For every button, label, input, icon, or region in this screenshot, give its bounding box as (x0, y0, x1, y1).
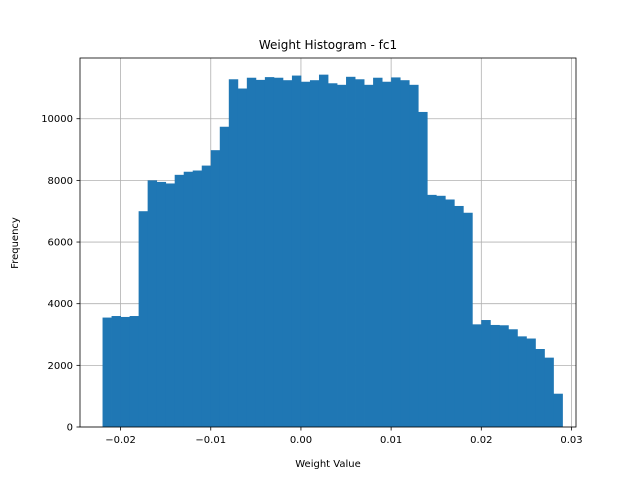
histogram-bar (174, 174, 185, 427)
histogram-bar (273, 77, 284, 428)
histogram-bar (355, 79, 365, 427)
histogram-bar (445, 199, 455, 427)
histogram-bar (264, 77, 275, 427)
x-tick-label: −0.02 (105, 435, 136, 446)
histogram-bar (472, 324, 482, 427)
histogram-bar (246, 77, 257, 428)
histogram-bar (156, 181, 167, 427)
histogram-bar (544, 357, 554, 427)
histogram-bar (219, 126, 230, 428)
histogram-bar (427, 194, 437, 427)
histogram-bar (282, 80, 293, 427)
y-tick-label: 4000 (48, 299, 73, 310)
x-tick-label: 0.02 (470, 435, 492, 446)
histogram-bar (255, 79, 266, 428)
histogram-bar (147, 180, 158, 427)
histogram-bar (517, 336, 527, 427)
histogram-bar (210, 150, 221, 428)
histogram-bar (400, 80, 410, 427)
histogram-bar (138, 211, 149, 427)
histogram-bar (373, 77, 383, 428)
histogram-bar (490, 324, 500, 427)
y-tick-label: 8000 (48, 176, 73, 187)
histogram-bar (499, 325, 509, 427)
histogram-bar (481, 320, 491, 427)
histogram-bar (346, 76, 356, 428)
histogram-bar (418, 111, 428, 428)
histogram-bar (291, 75, 302, 428)
histogram-bar (463, 212, 473, 427)
y-axis-ticks: 0 2000 4000 6000 8000 10000 (41, 114, 80, 434)
chart-title: Weight Histogram - fc1 (259, 38, 397, 52)
histogram-bar (111, 316, 121, 427)
histogram-bars (102, 74, 563, 428)
histogram-bar (102, 317, 112, 427)
y-tick-label: 6000 (48, 238, 73, 249)
x-tick-label: 0.00 (290, 435, 312, 446)
y-tick-label: 10000 (41, 114, 73, 125)
histogram-bar (192, 170, 203, 427)
histogram-bar (201, 165, 212, 427)
x-axis-label: Weight Value (295, 459, 360, 470)
histogram-bar (553, 393, 563, 427)
histogram-bar (300, 81, 311, 427)
histogram-bar (337, 84, 347, 427)
plot-frame (79, 57, 577, 428)
histogram-bar (183, 171, 194, 427)
histogram-bar (526, 338, 536, 427)
histogram-bar (318, 74, 329, 428)
histogram-bar (454, 205, 464, 427)
histogram-bar (237, 88, 248, 427)
histogram-bar (409, 84, 419, 427)
histogram-bar (382, 81, 392, 427)
y-axis-label: Frequency (10, 217, 21, 269)
histogram-bar (364, 84, 374, 427)
y-tick-label: 0 (67, 423, 73, 434)
histogram-bar (508, 329, 518, 427)
histogram-bar (165, 183, 176, 427)
histogram-bar (391, 77, 401, 427)
x-axis-ticks: −0.02 −0.01 0.00 0.01 0.02 0.03 (105, 427, 583, 446)
histogram-bar (309, 80, 320, 427)
histogram-bar (535, 349, 545, 427)
histogram-bar (228, 79, 239, 427)
histogram-bar (328, 83, 338, 427)
x-tick-label: −0.01 (195, 435, 226, 446)
histogram-bar (120, 316, 130, 427)
histogram-bar (129, 316, 140, 427)
x-tick-label: 0.03 (560, 435, 582, 446)
y-tick-label: 2000 (48, 361, 73, 372)
histogram-bar (436, 195, 446, 427)
x-tick-label: 0.01 (380, 435, 402, 446)
